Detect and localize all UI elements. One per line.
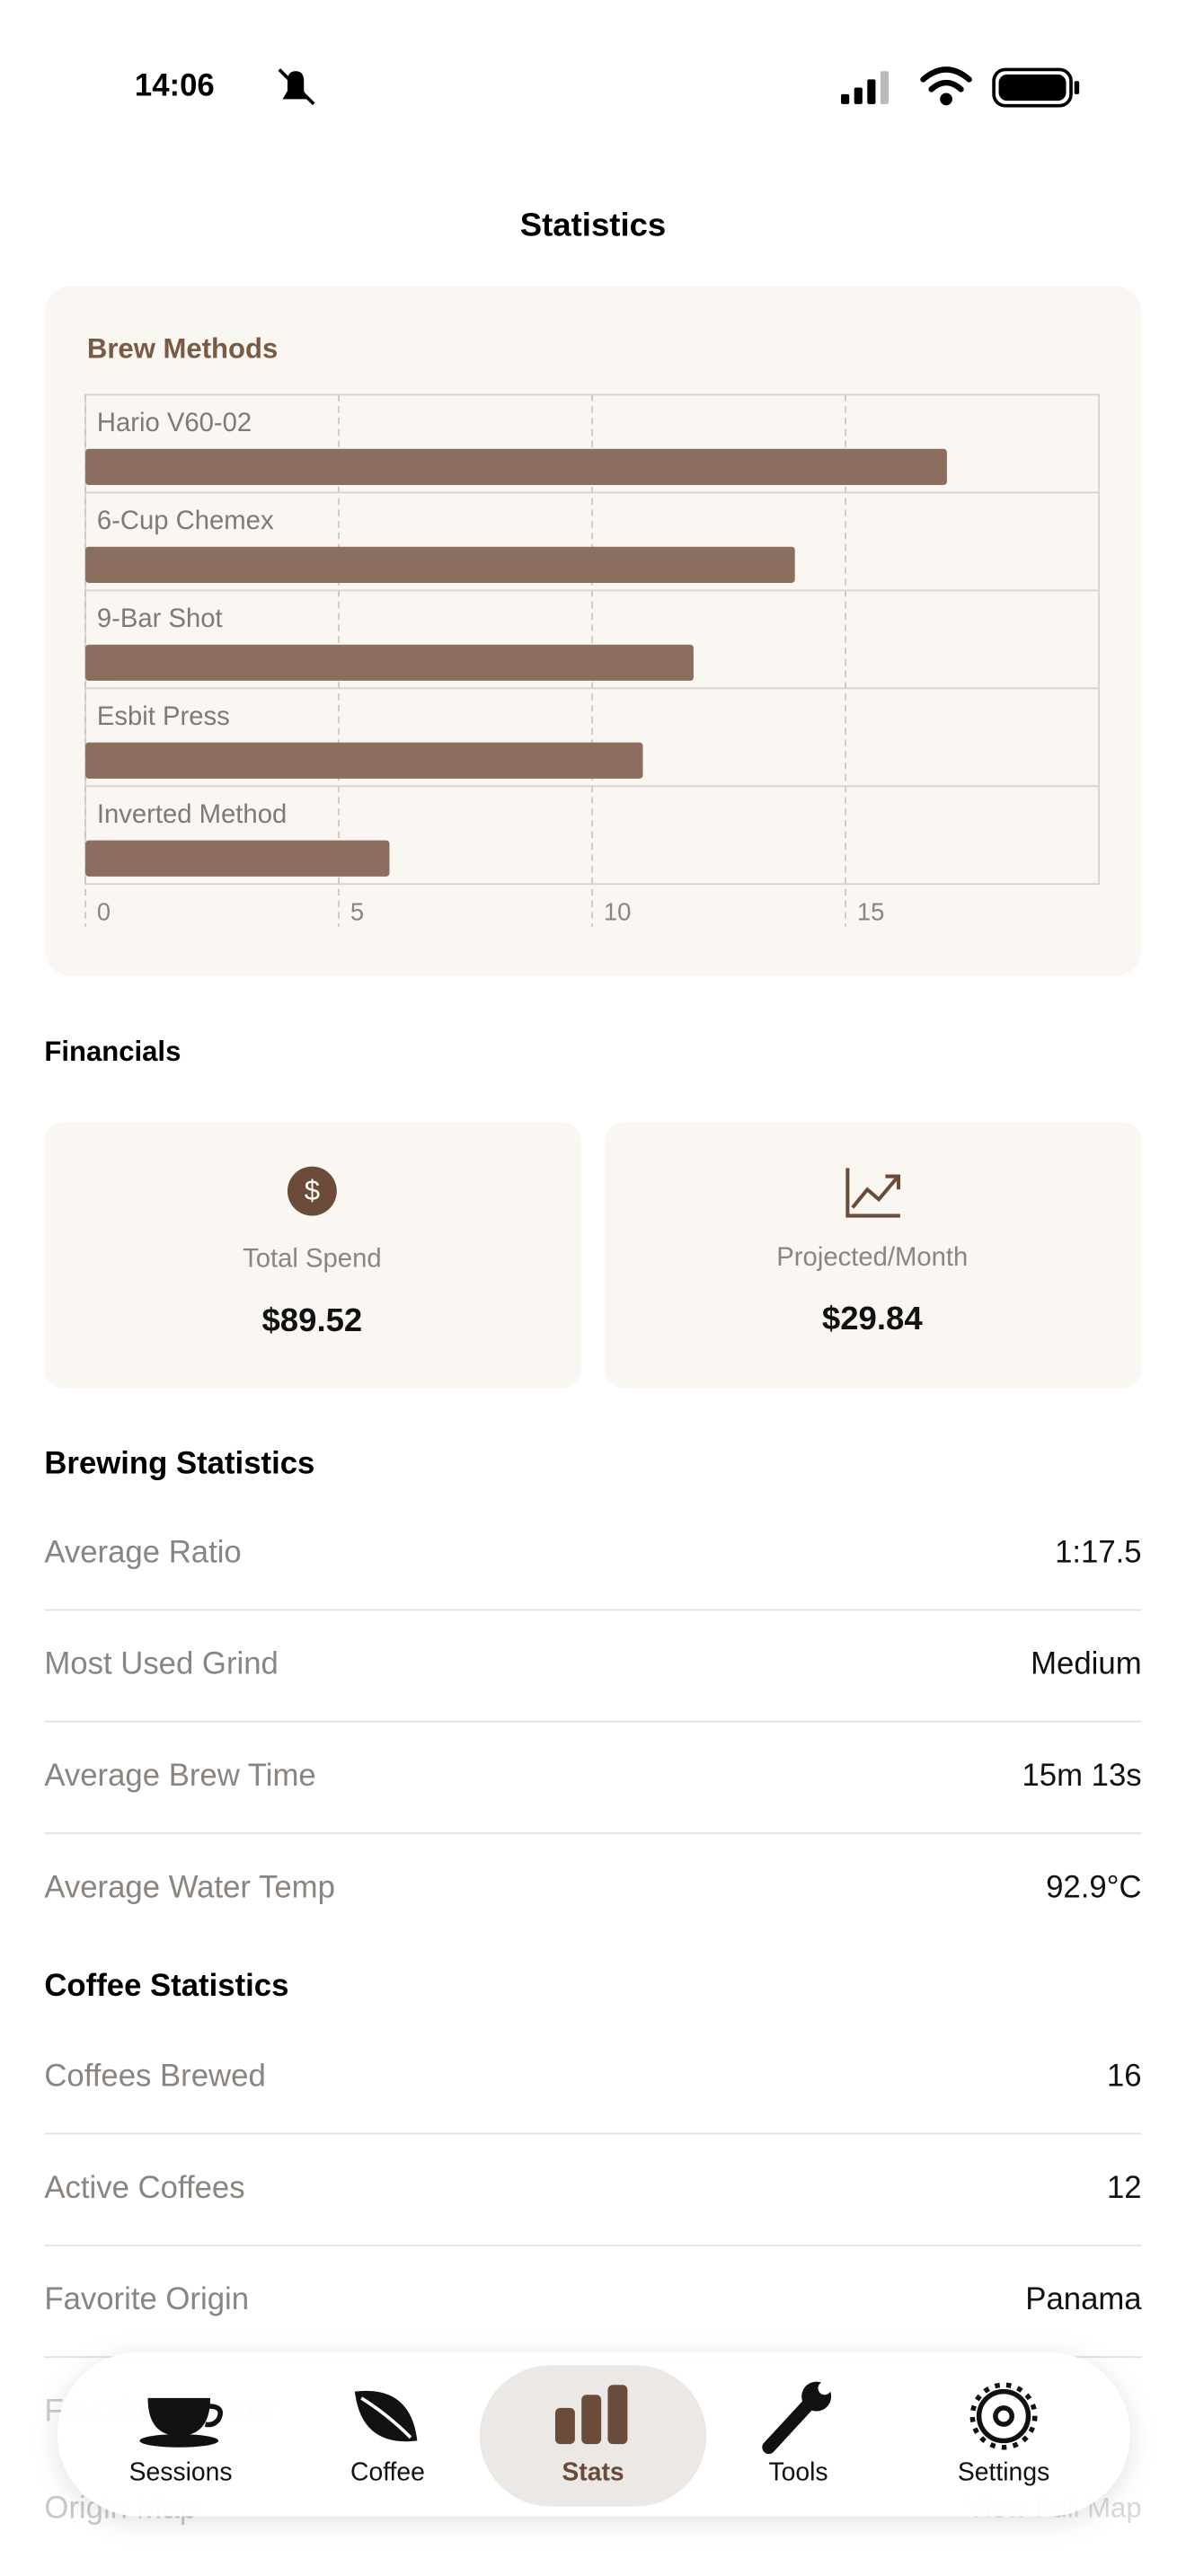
category-label: Esbit Press — [97, 702, 230, 731]
financial-values: Total Spend $89.52 Projected/Month $29.84 — [243, 1243, 968, 1338]
stat-card — [44, 1122, 582, 1389]
svg-text:$: $ — [305, 1175, 320, 1206]
bar — [85, 546, 795, 583]
mute-icon — [278, 68, 315, 106]
x-tick-label: 5 — [350, 897, 364, 925]
bar-chart: 0 5 10 15 Hario V60-02 6-Cup Chemex 9-Bar Shot… — [84, 393, 1101, 927]
card-title: Brew Methods — [87, 332, 278, 364]
row-value: 1:17.5 — [1055, 1535, 1142, 1569]
gear-icon — [969, 2382, 1038, 2450]
section-title: Brewing Statistics — [44, 1447, 314, 1481]
row-label: Most Used Grind — [44, 1647, 278, 1681]
row-label: Average Brew Time — [44, 1759, 315, 1793]
row-label: Coffees Brewed — [44, 2060, 265, 2094]
row-value: 12 — [1107, 2171, 1142, 2205]
page-title: Statistics — [520, 207, 667, 243]
row-label: Average Water Temp — [44, 1870, 335, 1904]
cup-icon — [139, 2397, 223, 2448]
category-label: 6-Cup Chemex — [97, 507, 274, 535]
x-tick-label: 0 — [97, 897, 111, 925]
category-label: Hario V60-02 — [97, 409, 252, 437]
card-value: $29.84 — [822, 1300, 923, 1337]
card-value: $89.52 — [261, 1301, 362, 1338]
x-tick-label: 15 — [857, 897, 884, 925]
row-value: 15m 13s — [1022, 1759, 1141, 1793]
row-label: Active Coffees — [44, 2171, 244, 2205]
bar — [85, 742, 643, 779]
dollar-icon: $ — [287, 1166, 337, 1216]
card-label: Projected/Month — [776, 1243, 968, 1272]
category-label: 9-Bar Shot — [97, 604, 223, 633]
wrench-icon — [762, 2381, 832, 2455]
status-time: 14:06 — [135, 69, 215, 103]
signal-icon — [841, 71, 890, 104]
bar — [85, 448, 947, 485]
stats-icon — [554, 2385, 628, 2445]
tab-labels: Sessions Coffee Stats Tools Settings — [129, 2457, 1050, 2486]
tab-label[interactable]: Settings — [958, 2457, 1049, 2486]
row-value: Medium — [1031, 1647, 1141, 1681]
bar — [85, 644, 694, 681]
battery-icon — [992, 67, 1080, 108]
wifi-icon — [920, 66, 972, 106]
leaf-icon — [354, 2390, 418, 2442]
section-title: Financials — [44, 1036, 181, 1067]
row-label: Average Ratio — [44, 1535, 241, 1569]
tab-label[interactable]: Tools — [768, 2457, 828, 2486]
category-label: Inverted Method — [97, 800, 287, 829]
tab-label[interactable]: Sessions — [129, 2457, 233, 2486]
row-value: 16 — [1107, 2060, 1142, 2094]
row-label: Favorite Origin — [44, 2282, 249, 2316]
tab-label[interactable]: Coffee — [350, 2457, 425, 2486]
card-label: Total Spend — [243, 1245, 382, 1274]
row-value: Panama — [1025, 2282, 1142, 2316]
stat-card — [604, 1122, 1142, 1389]
section-title: Coffee Statistics — [44, 1969, 288, 2003]
tab-label[interactable]: Stats — [562, 2457, 624, 2486]
row-value: 92.9°C — [1046, 1870, 1142, 1904]
x-tick-label: 10 — [604, 897, 631, 925]
bar — [85, 840, 390, 877]
trend-icon — [845, 1168, 901, 1218]
